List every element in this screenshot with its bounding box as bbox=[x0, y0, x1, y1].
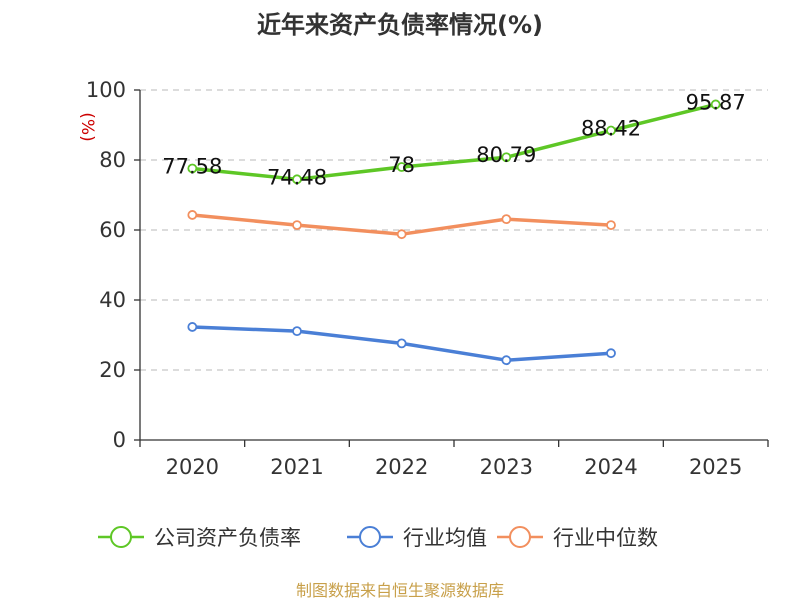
legend-entry: 行业中位数 bbox=[553, 526, 658, 550]
data-label: 78 bbox=[388, 153, 415, 177]
legend-marker bbox=[509, 526, 531, 548]
x-tick-label: 2020 bbox=[166, 455, 219, 479]
x-tick-label: 2025 bbox=[689, 455, 742, 479]
legend-entry: 公司资产负债率 bbox=[154, 526, 301, 550]
x-tick-label: 2023 bbox=[480, 455, 533, 479]
y-tick-labels: 0 20 40 60 80 100 bbox=[86, 78, 126, 452]
legend-marker bbox=[359, 526, 381, 548]
gridlines bbox=[140, 89, 768, 371]
data-point bbox=[292, 174, 302, 185]
data-point bbox=[187, 163, 198, 174]
chart-title: 近年来资产负债率情况(%) bbox=[257, 11, 543, 39]
data-labels: 77.58 74.48 78 80.79 88.42 95.87 bbox=[162, 90, 745, 189]
y-tick-label: 60 bbox=[99, 218, 126, 242]
data-point bbox=[396, 162, 407, 172]
data-point bbox=[396, 229, 407, 240]
legend: 公司资产负债率 行业均值 行业中位数 bbox=[98, 526, 658, 550]
data-point bbox=[606, 220, 616, 231]
data-label: 77.58 bbox=[162, 154, 222, 178]
data-point bbox=[501, 214, 512, 225]
x-tick-labels: 2020 2021 2022 2023 2024 2025 bbox=[166, 455, 743, 479]
x-tick-label: 2024 bbox=[584, 455, 637, 479]
legend-marker bbox=[110, 526, 132, 548]
data-point bbox=[187, 210, 198, 220]
data-point bbox=[292, 326, 302, 337]
series-line bbox=[190, 102, 718, 182]
data-point bbox=[606, 348, 616, 359]
data-label: 80.79 bbox=[476, 143, 536, 167]
axes bbox=[134, 89, 769, 447]
y-tick-label: 20 bbox=[99, 358, 126, 382]
data-point bbox=[187, 322, 198, 332]
data-point bbox=[396, 338, 407, 349]
y-tick-label: 80 bbox=[99, 148, 126, 172]
data-label: 74.48 bbox=[267, 165, 327, 189]
y-tick-label: 100 bbox=[86, 78, 126, 102]
x-tick-label: 2022 bbox=[375, 455, 428, 479]
data-point bbox=[501, 355, 512, 366]
x-tick-label: 2021 bbox=[270, 455, 323, 479]
data-point bbox=[501, 152, 512, 163]
data-point bbox=[606, 125, 616, 136]
y-tick-label: 0 bbox=[113, 428, 126, 452]
y-tick-label: 40 bbox=[99, 288, 126, 312]
data-point bbox=[710, 99, 721, 110]
data-point bbox=[292, 220, 302, 231]
y-axis-label: (%) bbox=[77, 112, 97, 141]
data-label: 88.42 bbox=[581, 117, 641, 141]
series-lines bbox=[187, 99, 721, 366]
legend-entry: 行业均值 bbox=[403, 526, 487, 550]
data-label: 95.87 bbox=[686, 90, 746, 114]
source-note: 制图数据来自恒生聚源数据库 bbox=[296, 581, 504, 600]
